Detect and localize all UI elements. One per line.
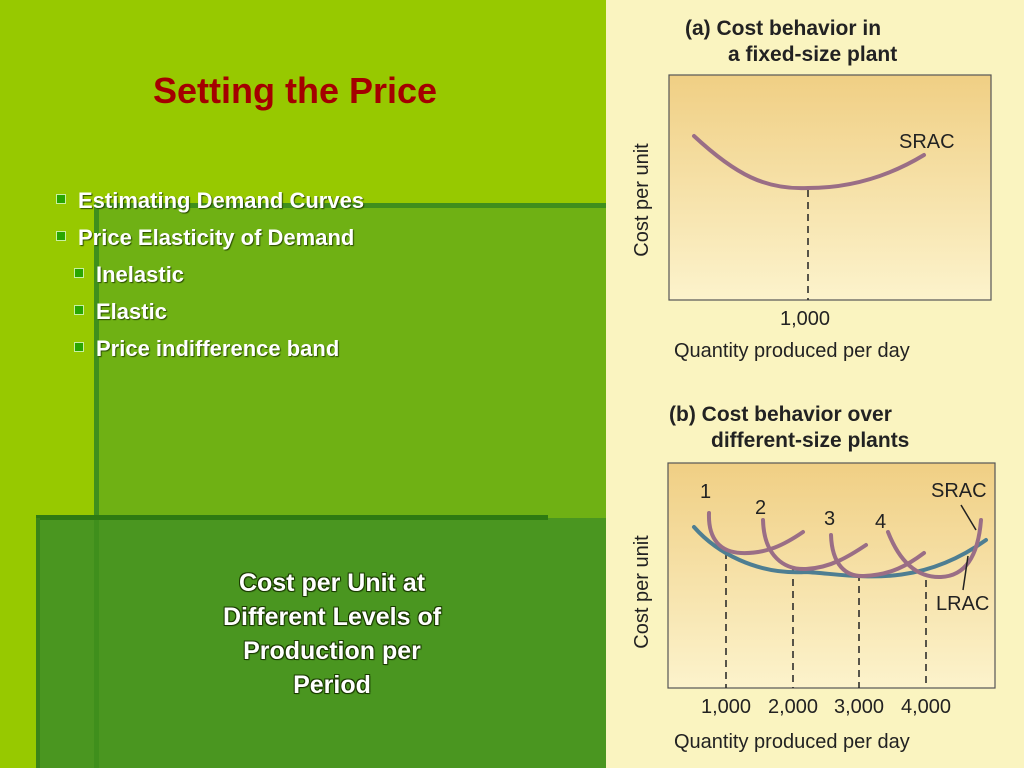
- panel-b-tick-label: 4,000: [901, 696, 951, 718]
- panel-a-x-axis-label: Quantity produced per day: [674, 340, 910, 362]
- vertical-divider-bar-lower: [36, 518, 40, 768]
- bullet-text: Estimating Demand Curves: [78, 188, 365, 213]
- panel-b-lrac-label: LRAC: [936, 593, 989, 615]
- square-bullet-icon: [74, 305, 84, 315]
- bullet-text: Price indifference band: [96, 336, 340, 361]
- square-bullet-icon: [56, 231, 66, 241]
- panel-b-lrac-pointer: [962, 555, 969, 591]
- panel-b-y-axis-label: Cost per unit: [631, 535, 653, 649]
- sub-bullet-item: Elastic: [44, 296, 364, 333]
- bullet-list: Estimating Demand Curves Price Elasticit…: [44, 185, 364, 370]
- panel-b-plant-label-1: 1: [700, 481, 711, 503]
- bullet-item: Estimating Demand Curves: [44, 185, 364, 222]
- panel-a-title-line-1: (a) Cost behavior in: [685, 17, 881, 40]
- sub-bullet-item: Price indifference band: [44, 333, 364, 370]
- panel-b-srac-curve-4: [886, 518, 983, 580]
- bullet-text: Inelastic: [96, 262, 185, 287]
- panel-b-tick-label: 2,000: [768, 696, 818, 718]
- panel-b-srac-curve-2: [761, 518, 868, 572]
- panel-b-lrac-curve: [692, 525, 988, 579]
- panel-b-plant-label-3: 3: [824, 508, 835, 530]
- panel-a-srac-label: SRAC: [899, 131, 955, 153]
- figure-panel: (a) Cost behavior in a fixed-size plant …: [606, 0, 1024, 768]
- cost-behavior-figure: (a) Cost behavior in a fixed-size plant …: [631, 17, 996, 753]
- bullet-text: Elastic: [96, 299, 167, 324]
- panel-a-tick-label: 1,000: [780, 308, 830, 330]
- panel-b-plant-label-2: 2: [755, 497, 766, 519]
- square-bullet-icon: [74, 342, 84, 352]
- panel-a-y-axis-label: Cost per unit: [631, 143, 653, 257]
- horizontal-divider-bar-lower: [36, 515, 548, 520]
- bullet-text: Price Elasticity of Demand: [78, 225, 355, 250]
- sub-bullet-item: Inelastic: [44, 259, 364, 296]
- panel-b-tick-label: 3,000: [834, 696, 884, 718]
- slide-title: Setting the Price: [152, 70, 438, 111]
- panel-b-srac-label: SRAC: [931, 480, 987, 502]
- horizontal-divider-bar: [94, 203, 606, 208]
- caption-line: Production per: [243, 637, 421, 665]
- square-bullet-icon: [56, 194, 66, 204]
- caption-line: Period: [293, 671, 371, 699]
- caption-line: Cost per Unit at: [238, 569, 426, 597]
- bullet-item: Price Elasticity of Demand: [44, 222, 364, 259]
- panel-b-tick-label: 1,000: [701, 696, 751, 718]
- panel-b-plant-label-4: 4: [875, 511, 886, 533]
- panel-b-srac-pointer: [960, 504, 977, 531]
- lower-panel: [36, 518, 606, 768]
- panel-b-title-line-1: (b) Cost behavior over: [669, 403, 892, 426]
- caption-line: Different Levels of: [222, 603, 442, 631]
- vertical-divider-bar: [94, 203, 99, 768]
- panel-b-x-axis-label: Quantity produced per day: [674, 731, 910, 753]
- panel-a-title-line-2: a fixed-size plant: [728, 43, 897, 66]
- middle-panel: [99, 208, 606, 518]
- square-bullet-icon: [74, 268, 84, 278]
- panel-b-title-line-2: different-size plants: [711, 429, 909, 452]
- panel-b-srac-curve-1: [706, 511, 805, 556]
- panel-a-srac-curve: [692, 134, 926, 191]
- figure-caption: Cost per Unit at Different Levels of Pro…: [150, 566, 514, 702]
